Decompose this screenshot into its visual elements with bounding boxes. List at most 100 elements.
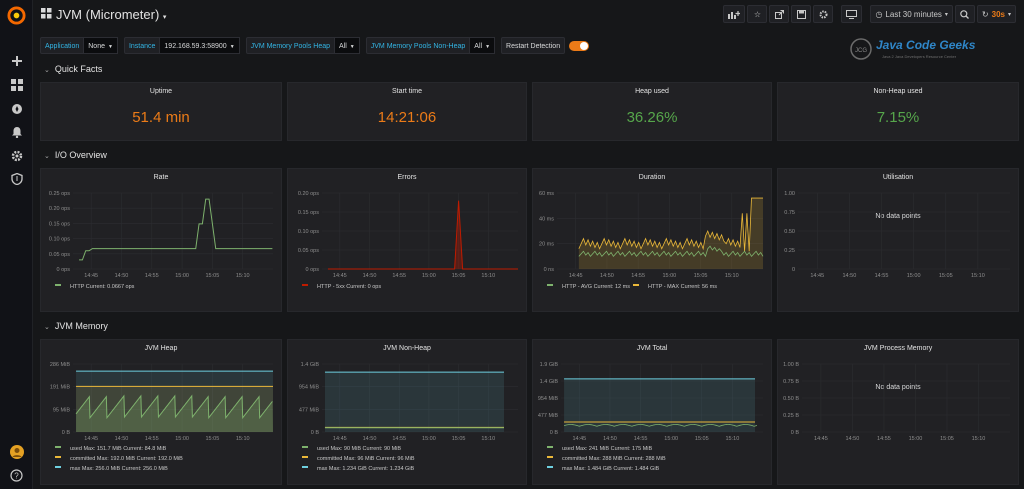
series-area-http-max <box>578 198 763 269</box>
dashboards-icon[interactable] <box>8 76 25 93</box>
settings-button[interactable] <box>813 5 834 23</box>
refresh-interval: 30s <box>991 9 1005 19</box>
add-panel-button[interactable] <box>723 5 746 23</box>
y-tick-label: 477 MiB <box>299 407 320 413</box>
legend-item[interactable]: HTTP Current: 0.0667 ops <box>55 284 134 290</box>
legend-item[interactable]: used Max: 151.7 MiB Current: 84.8 MiB <box>55 446 166 452</box>
legend-swatch <box>302 446 308 448</box>
gear-icon[interactable] <box>8 147 25 164</box>
y-tick-label: 95 MiB <box>53 407 70 413</box>
tv-mode-button[interactable] <box>841 5 863 23</box>
chart-total: 1.9 GiB 1.4 GiB 954 MiB 477 MiB 0 B 14:45 14:5… <box>538 362 763 442</box>
legend-label: used Max: 90 MiB Current: 90 MiB <box>317 446 402 452</box>
legend-label: HTTP - AVG Current: 12 ms <box>562 284 630 290</box>
x-tick-label: 15:10 <box>481 436 495 442</box>
x-tick-label: 15:05 <box>939 273 953 279</box>
legend-item[interactable]: HTTP - AVG Current: 12 ms <box>547 284 630 290</box>
panel-uptime[interactable]: Uptime 51.4 min <box>40 82 282 141</box>
x-tick-label: 15:00 <box>662 273 676 279</box>
x-tick-label: 15:05 <box>940 436 954 442</box>
y-tick-label: 0.75 B <box>783 379 799 385</box>
panel-heap-used[interactable]: Heap used 36.26% <box>532 82 772 141</box>
panel-start-time[interactable]: Start time 14:21:06 <box>287 82 527 141</box>
legend-item[interactable]: committed Max: 288 MiB Current: 288 MiB <box>547 456 666 462</box>
panel-title: JVM Heap <box>144 345 178 352</box>
save-button[interactable] <box>791 5 812 23</box>
jcg-badge-icon: JCG <box>850 38 872 60</box>
legend-swatch <box>547 284 553 286</box>
row-title: JVM Memory <box>54 321 108 331</box>
x-tick-label: 14:55 <box>145 273 159 279</box>
x-tick-label: 15:00 <box>907 273 921 279</box>
panel-jvm-non-heap[interactable]: JVM Non-Heap 1.4 GiB 954 MiB 477 MiB 0 B 14:4… <box>287 339 527 485</box>
panel-jvm-process-memory[interactable]: JVM Process Memory No data points 1.00 B 0.… <box>777 339 1019 485</box>
star-icon: ☆ <box>753 9 762 19</box>
y-tick-label: 0.15 ops <box>298 210 319 216</box>
legend-item[interactable]: used Max: 90 MiB Current: 90 MiB <box>302 446 401 452</box>
caret-down-icon: ▼ <box>349 44 355 50</box>
panel-title: Utilisation <box>882 174 914 181</box>
legend-item[interactable]: max Max: 1.234 GiB Current: 1.234 GiB <box>302 466 414 472</box>
legend-item[interactable]: max Max: 256.0 MiB Current: 256.0 MiB <box>55 466 168 472</box>
avatar[interactable] <box>8 443 25 460</box>
clock-icon: ◷ <box>875 9 883 19</box>
legend-label: HTTP - MAX Current: 56 ms <box>648 284 717 290</box>
y-tick-label: 0 B <box>791 430 800 436</box>
var-select-heap-pools[interactable]: All ▼ <box>335 37 360 54</box>
y-tick-label: 20 ms <box>539 242 554 248</box>
share-button[interactable] <box>769 5 790 23</box>
var-select-application[interactable]: None ▼ <box>84 37 118 54</box>
series-line-used <box>563 424 757 427</box>
legend-label: max Max: 256.0 MiB Current: 256.0 MiB <box>70 466 168 472</box>
panel-jvm-heap[interactable]: JVM Heap 286 MiB 191 MiB 95 MiB 0 B 14:45 14:5… <box>40 339 282 485</box>
row-io-overview[interactable]: ⌄ I/O Overview <box>44 150 107 160</box>
zoom-out-button[interactable] <box>954 5 975 23</box>
dashboard-title[interactable]: JVM (Micrometer) ▾ <box>56 7 166 22</box>
panel-jvm-total[interactable]: JVM Total 1.9 GiB 1.4 GiB 954 MiB 477 MiB 0 B… <box>532 339 772 485</box>
star-button[interactable]: ☆ <box>747 5 768 23</box>
legend-item[interactable]: committed Max: 96 MiB Current: 96 MiB <box>302 456 415 462</box>
shield-icon[interactable] <box>8 170 25 187</box>
help-icon[interactable]: ? <box>8 467 25 484</box>
bell-icon[interactable] <box>8 123 25 140</box>
legend-item[interactable]: max Max: 1.484 GiB Current: 1.484 GiB <box>547 466 659 472</box>
panel-duration[interactable]: Duration 60 ms 40 ms 20 ms 0 ns 14:45 14:50 14:… <box>532 168 772 312</box>
legend-item[interactable]: committed Max: 192.0 MiB Current: 192.0 … <box>55 456 183 462</box>
y-tick-label: 477 MiB <box>538 413 559 419</box>
legend-label: HTTP Current: 0.0667 ops <box>70 284 135 290</box>
legend-swatch <box>547 456 553 458</box>
chevron-down-icon: ⌄ <box>44 324 50 331</box>
refresh-button[interactable]: ↻ 30s ▾ <box>976 5 1016 23</box>
chart-nonheap: 1.4 GiB 954 MiB 477 MiB 0 B 14:45 14:50 14:55 1… <box>299 362 518 442</box>
legend-item[interactable]: used Max: 241 MiB Current: 175 MiB <box>547 446 652 452</box>
stat-value: 7.15% <box>876 109 920 126</box>
x-tick-label: 14:45 <box>569 273 583 279</box>
var-select-instance[interactable]: 192.168.59.3:58900 ▼ <box>160 37 240 54</box>
x-tick-label: 15:05 <box>206 436 220 442</box>
y-tick-label: 0.50 B <box>783 396 799 402</box>
panel-errors[interactable]: Errors 0.20 ops 0.15 ops 0.10 ops 0.05 ops 0 … <box>287 168 527 312</box>
time-picker-button[interactable]: ◷ Last 30 minutes ▾ <box>870 5 953 23</box>
legend-label: used Max: 241 MiB Current: 175 MiB <box>562 446 653 452</box>
var-select-nonheap-pools[interactable]: All ▼ <box>470 37 496 54</box>
panel-utilisation[interactable]: Utilisation No data points 1.00 0.75 0.50 0.2… <box>777 168 1019 312</box>
panel-non-heap-used[interactable]: Non-Heap used 7.15% <box>777 82 1019 141</box>
explore-icon[interactable] <box>8 100 25 117</box>
legend-item[interactable]: HTTP - MAX Current: 56 ms <box>633 284 717 290</box>
grafana-logo-icon[interactable] <box>7 6 26 25</box>
x-tick-label: 15:00 <box>422 436 436 442</box>
row-quick-facts[interactable]: ⌄ Quick Facts <box>44 64 102 74</box>
panel-rate[interactable]: Rate 0.25 ops 0.20 ops 0.15 ops 0.10 ops 0.05… <box>40 168 282 312</box>
y-tick-label: 0.10 ops <box>49 237 70 243</box>
y-tick-label: 0 ops <box>306 267 320 273</box>
restart-detection-toggle[interactable] <box>569 40 590 51</box>
save-icon <box>796 9 806 19</box>
plus-icon[interactable] <box>8 52 25 69</box>
legend-item[interactable]: HTTP - 5xx Current: 0 ops <box>302 284 381 290</box>
y-tick-label: 954 MiB <box>299 385 320 391</box>
legend-swatch <box>547 446 553 448</box>
panel-title: JVM Non-Heap <box>383 345 431 352</box>
row-jvm-memory[interactable]: ⌄ JVM Memory <box>44 321 108 331</box>
panel-title: JVM Total <box>636 345 668 352</box>
chart-util: 1.00 0.75 0.50 0.25 0 14:45 14:50 14:55 15:00 15:… <box>784 191 1010 279</box>
